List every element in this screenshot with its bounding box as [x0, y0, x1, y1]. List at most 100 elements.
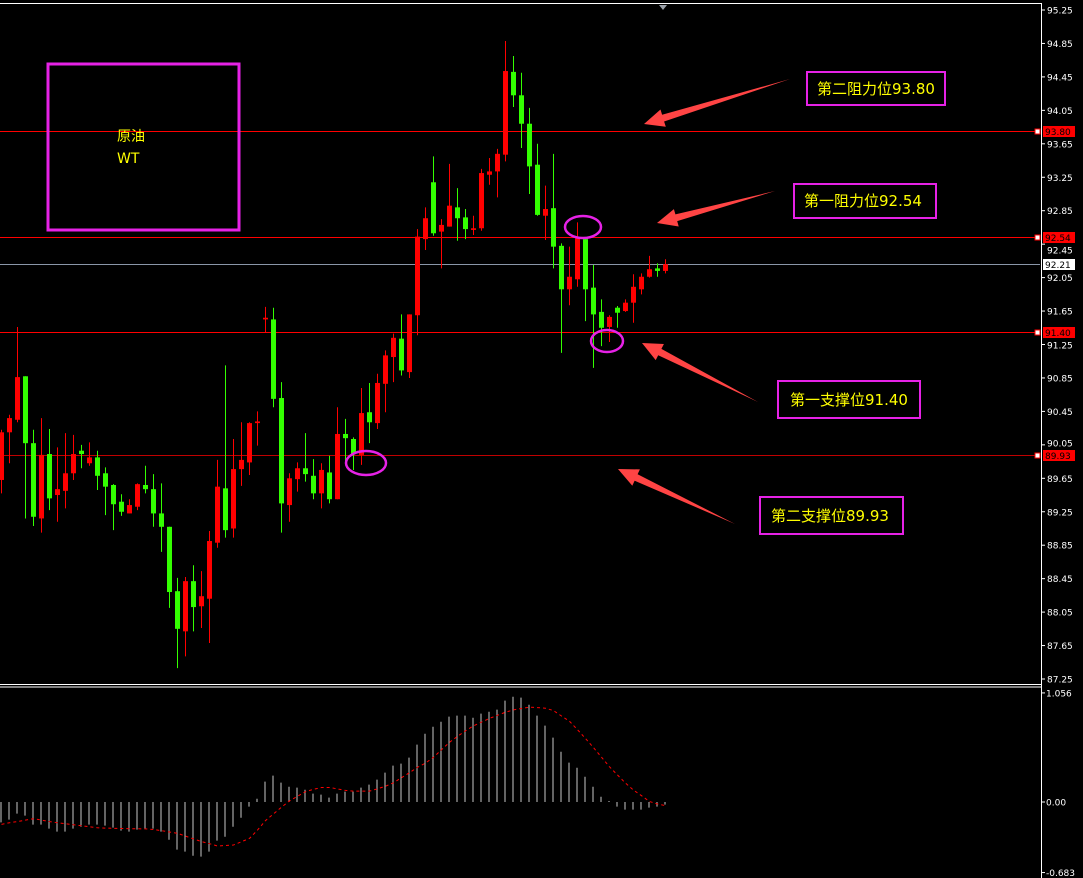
- label-frame: [793, 183, 937, 219]
- candle-body: [39, 454, 44, 519]
- candle-body: [495, 153, 500, 172]
- candle: [143, 465, 148, 494]
- candle: [503, 40, 508, 162]
- candle: [471, 215, 476, 235]
- candle: [455, 188, 460, 241]
- candle: [519, 72, 524, 148]
- candle-body: [159, 513, 164, 527]
- macd-tick-label: 0.00: [1046, 799, 1066, 809]
- annotation-arrow: [618, 469, 735, 524]
- candle-body: [63, 473, 68, 491]
- y-tick-label: 87.65: [1047, 642, 1073, 652]
- candle: [223, 365, 228, 538]
- candle-body: [375, 382, 380, 424]
- candle: [111, 484, 116, 531]
- candle: [639, 273, 644, 295]
- candle: [559, 243, 564, 353]
- annotation-arrow: [642, 343, 758, 402]
- candle-body: [447, 205, 452, 227]
- label-resistance-2: 第二阻力位93.80: [806, 71, 946, 106]
- y-tick-label: 89.25: [1047, 508, 1073, 518]
- candle-body: [71, 454, 76, 474]
- candle-body: [439, 224, 444, 232]
- candle: [119, 494, 124, 516]
- candle-body: [47, 454, 52, 499]
- symbol-box-frame: [46, 62, 241, 232]
- candle: [63, 433, 68, 509]
- candle: [199, 571, 204, 628]
- candle-body: [287, 478, 292, 506]
- candle: [375, 373, 380, 429]
- candle-body: [247, 423, 252, 463]
- candle-body: [535, 164, 540, 215]
- candle: [55, 447, 60, 522]
- candle-body: [55, 489, 60, 496]
- candle: [159, 483, 164, 552]
- price-tag: [1043, 232, 1075, 243]
- candle-body: [543, 209, 548, 216]
- candle: [215, 459, 220, 548]
- candle: [623, 299, 628, 312]
- candle: [183, 576, 188, 657]
- candle: [495, 148, 500, 198]
- candle-body: [263, 317, 268, 320]
- candle-body: [655, 268, 660, 271]
- candle: [607, 315, 612, 342]
- candle-body: [271, 319, 276, 399]
- candle-body: [335, 433, 340, 500]
- candle: [319, 463, 324, 509]
- candle: [487, 158, 492, 185]
- candle: [71, 434, 76, 480]
- y-tick-label: 88.85: [1047, 542, 1073, 552]
- candle-body: [567, 276, 572, 290]
- candle-body: [111, 484, 116, 505]
- candle: [655, 263, 660, 277]
- candle: [327, 455, 332, 504]
- candle: [343, 418, 348, 464]
- candle: [583, 238, 588, 322]
- candle-body: [631, 286, 636, 303]
- y-tick-label: 90.05: [1047, 440, 1073, 450]
- candle: [647, 255, 652, 278]
- candle-body: [487, 171, 492, 175]
- level-handle[interactable]: [1034, 234, 1041, 241]
- price-tag-label: 91.40: [1045, 329, 1071, 339]
- label-support-2: 第二支撑位89.93: [759, 496, 904, 535]
- candle-body: [471, 228, 476, 230]
- y-tick-label: 92.45: [1047, 247, 1073, 257]
- candle-body: [599, 311, 604, 328]
- candle: [543, 185, 548, 240]
- label-frame: [806, 71, 946, 106]
- candle: [103, 467, 108, 516]
- candle-body: [319, 469, 324, 494]
- candle-body: [327, 472, 332, 500]
- candle: [7, 414, 12, 464]
- candle: [399, 314, 404, 376]
- symbol-line1: 原油: [117, 129, 145, 145]
- candle-body: [551, 208, 556, 247]
- candle-body: [199, 596, 204, 607]
- price-tag-label: 92.54: [1045, 234, 1071, 244]
- price-tag: [1043, 327, 1075, 338]
- candle-body: [223, 488, 228, 531]
- candle-body: [207, 541, 212, 599]
- candle-body: [303, 468, 308, 475]
- level-handle[interactable]: [1034, 128, 1041, 135]
- candle: [335, 407, 340, 500]
- y-tick-label: 94.05: [1047, 107, 1073, 117]
- candle: [47, 428, 52, 511]
- candle-body: [279, 398, 284, 504]
- candle-body: [367, 412, 372, 423]
- level-handle[interactable]: [1034, 329, 1041, 336]
- scroll-marker-icon[interactable]: [659, 5, 667, 10]
- level-handle[interactable]: [1034, 452, 1041, 459]
- highlight-ellipse: [344, 449, 388, 477]
- price-tag: [1043, 259, 1075, 270]
- candle: [295, 462, 300, 492]
- candle: [207, 530, 212, 644]
- y-tick-label: 89.65: [1047, 475, 1073, 485]
- candle: [439, 219, 444, 269]
- candle-body: [119, 501, 124, 512]
- candle: [367, 382, 372, 444]
